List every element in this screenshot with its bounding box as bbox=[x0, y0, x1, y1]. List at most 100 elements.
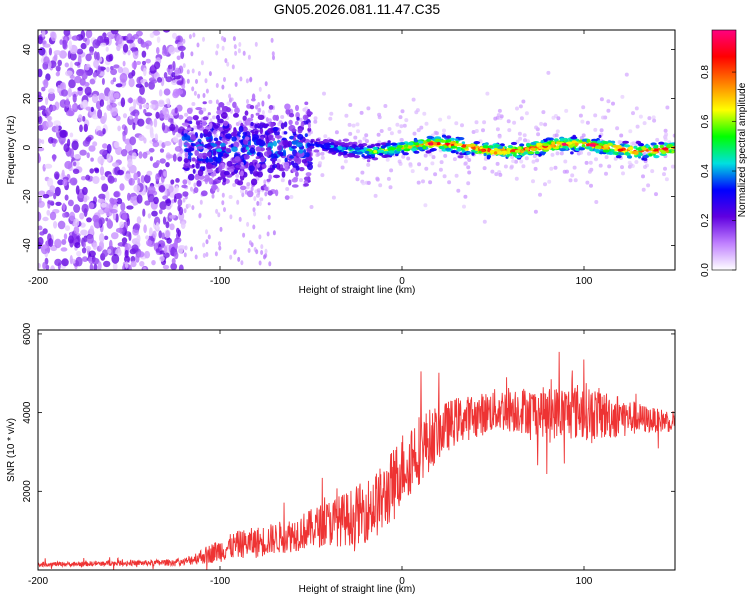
heatmap-cell bbox=[593, 148, 600, 152]
heatmap-cell bbox=[52, 154, 56, 162]
heatmap-cell bbox=[297, 133, 304, 140]
heatmap-cell bbox=[304, 133, 308, 138]
heatmap-cell bbox=[182, 63, 186, 69]
heatmap-cell bbox=[207, 234, 211, 240]
y-tick-label: -20 bbox=[22, 189, 33, 204]
heatmap-cell bbox=[103, 36, 110, 43]
heatmap-cell bbox=[266, 150, 272, 156]
heatmap-cell bbox=[195, 79, 198, 84]
heatmap-cell bbox=[568, 178, 573, 183]
heatmap-cell bbox=[38, 147, 45, 152]
heatmap-cell bbox=[272, 55, 275, 61]
heatmap-cell bbox=[161, 122, 166, 131]
heatmap-cell bbox=[131, 61, 138, 69]
heatmap-cell bbox=[92, 214, 100, 223]
y-tick-label: 20 bbox=[22, 93, 33, 105]
heatmap-cell bbox=[509, 164, 514, 169]
heatmap-cell bbox=[383, 104, 388, 108]
heatmap-cell bbox=[272, 140, 277, 147]
heatmap-cell bbox=[256, 163, 261, 168]
heatmap-cell bbox=[165, 76, 173, 83]
heatmap-cell bbox=[423, 153, 428, 158]
heatmap-cell bbox=[128, 78, 135, 88]
heatmap-cell bbox=[146, 170, 153, 176]
heatmap-cell bbox=[291, 128, 297, 132]
heatmap-cell bbox=[154, 133, 159, 141]
heatmap-cell bbox=[216, 148, 223, 152]
heatmap-cell bbox=[159, 148, 165, 153]
heatmap-cell bbox=[208, 99, 213, 104]
heatmap-cell bbox=[348, 146, 353, 150]
heatmap-cell bbox=[43, 78, 49, 89]
heatmap-cell bbox=[348, 131, 353, 136]
heatmap-cell bbox=[147, 193, 155, 203]
heatmap-cell bbox=[173, 75, 181, 80]
heatmap-cell bbox=[117, 125, 121, 132]
heatmap-cell bbox=[555, 129, 560, 134]
heatmap-cell bbox=[495, 161, 500, 166]
heatmap-cell bbox=[551, 115, 556, 120]
heatmap-cell bbox=[521, 153, 525, 157]
heatmap-cell bbox=[143, 137, 147, 144]
heatmap-cell bbox=[196, 180, 202, 187]
snr-series-line bbox=[38, 351, 675, 570]
snr-x-axis: -200 -100 0 100 bbox=[28, 330, 593, 587]
heatmap-cell bbox=[187, 173, 195, 181]
heatmap-cell bbox=[578, 147, 586, 151]
heatmap-cell bbox=[97, 155, 105, 165]
heatmap-cell bbox=[183, 158, 189, 164]
heatmap-cell bbox=[581, 105, 586, 110]
heatmap-cell bbox=[554, 133, 559, 138]
heatmap-cell bbox=[283, 131, 288, 135]
heatmap-cell bbox=[62, 39, 67, 50]
heatmap-cell bbox=[277, 145, 283, 151]
heatmap-cell bbox=[284, 195, 290, 201]
heatmap-cell bbox=[291, 178, 298, 183]
heatmap-cell bbox=[155, 248, 160, 253]
heatmap-cell bbox=[221, 35, 224, 41]
heatmap-cell bbox=[267, 167, 274, 174]
heatmap-cell bbox=[109, 209, 118, 214]
heatmap-cell bbox=[570, 173, 575, 178]
heatmap-cell bbox=[97, 109, 103, 119]
heatmap-cell bbox=[42, 194, 50, 199]
heatmap-cell bbox=[250, 113, 254, 119]
heatmap-cell bbox=[102, 128, 106, 135]
heatmap-cell bbox=[260, 244, 264, 250]
heatmap-cell bbox=[396, 145, 403, 149]
heatmap-cell bbox=[641, 174, 645, 179]
heatmap-cell bbox=[198, 109, 204, 115]
heatmap-cell bbox=[53, 171, 60, 180]
heatmap-cell bbox=[221, 84, 225, 90]
heatmap-cell bbox=[284, 166, 289, 172]
heatmap-cell bbox=[38, 153, 41, 163]
heatmap-cell bbox=[258, 201, 262, 207]
heatmap-cell bbox=[284, 103, 291, 110]
heatmap-cell bbox=[163, 30, 170, 33]
heatmap-cell bbox=[133, 184, 141, 193]
heatmap-cell bbox=[252, 170, 259, 177]
x-tick-label: 100 bbox=[576, 576, 593, 587]
heatmap-cell bbox=[233, 250, 237, 255]
heatmap-cell bbox=[137, 251, 145, 258]
heatmap-cell bbox=[371, 154, 375, 158]
heatmap-cell bbox=[359, 146, 364, 150]
heatmap-cell bbox=[457, 155, 464, 159]
heatmap-cell bbox=[579, 150, 583, 155]
heatmap-cell bbox=[190, 51, 194, 57]
heatmap-cell bbox=[385, 142, 392, 146]
heatmap-cell bbox=[242, 131, 248, 136]
heatmap-cell bbox=[174, 107, 178, 114]
heatmap-cell bbox=[604, 155, 609, 160]
heatmap-cell bbox=[351, 150, 358, 155]
heatmap-cell bbox=[282, 150, 287, 157]
heatmap-cell bbox=[226, 61, 230, 67]
heatmap-cell bbox=[213, 133, 218, 138]
heatmap-cell bbox=[535, 158, 540, 163]
heatmap-cell bbox=[99, 240, 104, 251]
heatmap-cell bbox=[135, 61, 142, 65]
heatmap-cell bbox=[650, 169, 655, 174]
heatmap-cell bbox=[599, 128, 604, 133]
heatmap-cell bbox=[159, 255, 165, 262]
heatmap-cell bbox=[89, 46, 95, 53]
